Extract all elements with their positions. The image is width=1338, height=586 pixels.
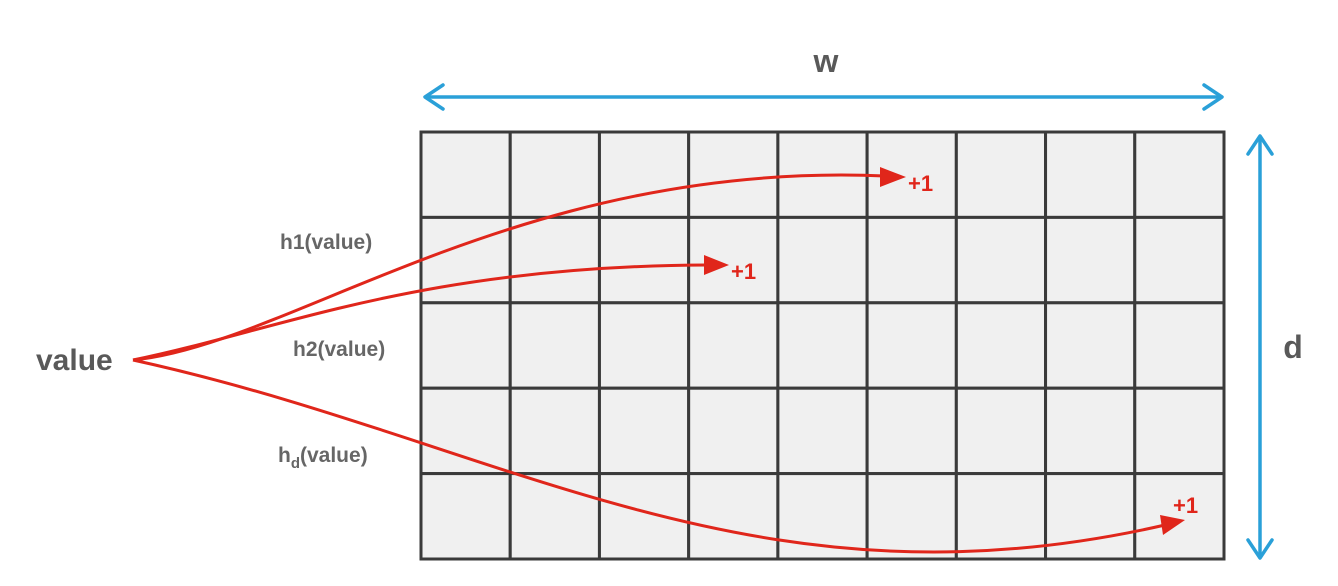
grid-cell xyxy=(1044,301,1137,390)
grid-cell xyxy=(1133,386,1226,476)
grid-cell xyxy=(1044,472,1137,561)
hash-h2-label: h2(value) xyxy=(293,338,385,361)
width-dimension-arrow xyxy=(423,83,1224,111)
grid-cell xyxy=(419,472,512,561)
hash-hd-arrow xyxy=(132,358,1185,554)
depth-label: d xyxy=(1283,329,1303,365)
grid-cell xyxy=(419,130,512,219)
increment-label-h1: +1 xyxy=(908,171,933,196)
grid-cell xyxy=(508,130,601,219)
grid-cell xyxy=(1044,386,1137,476)
grid-cell xyxy=(508,215,601,305)
grid-cell xyxy=(1133,130,1226,219)
grid-cell xyxy=(954,472,1048,561)
grid-cell xyxy=(865,301,958,390)
grid-cell xyxy=(687,301,780,390)
grid-cell xyxy=(776,215,869,305)
grid-cell xyxy=(419,386,512,476)
grid-cell xyxy=(597,386,691,476)
grid-cell xyxy=(687,130,780,219)
grid-cell xyxy=(597,472,691,561)
hash-h2-arrow xyxy=(132,255,729,362)
grid-cell xyxy=(597,301,691,390)
increment-label-hd: +1 xyxy=(1173,493,1198,518)
grid-cell xyxy=(687,386,780,476)
grid-cell xyxy=(419,301,512,390)
increment-label-h2: +1 xyxy=(731,259,756,284)
grid-cell xyxy=(597,215,691,305)
grid-cell xyxy=(1044,215,1137,305)
hash-hd-label: hd(value) xyxy=(278,444,368,472)
depth-dimension-arrow xyxy=(1246,134,1274,560)
input-value-label: value xyxy=(36,344,113,377)
grid-cell xyxy=(687,472,780,561)
grid-cell xyxy=(1133,215,1226,305)
hash-hd-label-subscript: d xyxy=(291,455,300,472)
grid-cell xyxy=(1133,301,1226,390)
grid-cell xyxy=(508,301,601,390)
grid-cell xyxy=(776,301,869,390)
grid-cell xyxy=(954,386,1048,476)
grid-cell xyxy=(865,386,958,476)
hash-h1-label: h1(value) xyxy=(280,231,372,254)
grid-cell xyxy=(865,472,958,561)
grid-cell xyxy=(597,130,691,219)
grid-cell xyxy=(1044,130,1137,219)
grid-cell xyxy=(776,386,869,476)
grid-cell xyxy=(1133,472,1226,561)
grid-cell xyxy=(508,386,601,476)
hash-hd-label-suffix: (value) xyxy=(300,444,368,467)
hash-hd-label-prefix: h xyxy=(278,444,291,467)
width-label: w xyxy=(813,43,839,79)
sketch-grid xyxy=(419,130,1226,561)
grid-cell xyxy=(954,215,1048,305)
grid-cell xyxy=(954,301,1048,390)
grid-cell xyxy=(865,215,958,305)
grid-cell xyxy=(954,130,1048,219)
grid-cell xyxy=(419,215,512,305)
